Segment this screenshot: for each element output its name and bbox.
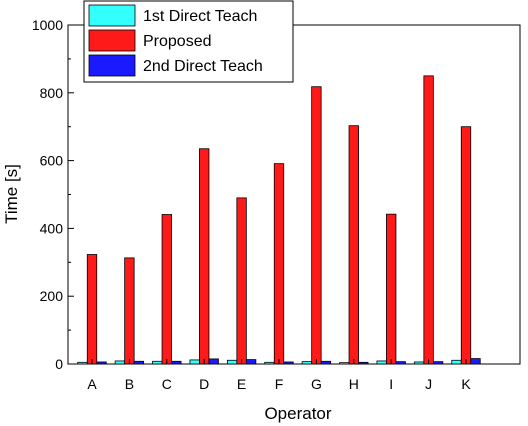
bar-1st-direct-teach-i [376,360,387,365]
bar-1st-direct-teach-j [413,361,425,365]
bar-proposed-d [199,148,210,365]
bar-2nd-direct-teach-g [320,360,332,365]
x-tick-label: E [237,376,246,392]
bar-2nd-direct-teach-e [245,359,257,365]
bar-1st-direct-teach-k [451,359,462,365]
bar-1st-direct-teach-d [189,359,200,365]
legend-label: Proposed [143,33,212,50]
bar-1st-direct-teach-b [114,360,126,365]
x-tick-label: K [461,376,471,392]
bar-2nd-direct-teach-d [208,358,219,365]
legend-swatch [88,29,136,52]
bar-2nd-direct-teach-b [133,360,145,365]
bar-1st-direct-teach-g [301,361,313,365]
x-axis: A B C D E F G H I J K [87,359,471,392]
y-tick-label: 600 [40,153,64,169]
legend-label: 2nd Direct Teach [143,58,263,75]
legend-label: 1st Direct Teach [143,8,257,25]
bar-2nd-direct-teach-h [358,361,369,365]
y-tick-label: 1000 [32,17,63,33]
bar-1st-direct-teach-c [152,360,163,365]
bar-proposed-h [348,125,359,365]
x-tick-label: I [389,376,393,392]
legend-swatch [88,4,136,27]
x-tick-label: H [349,376,359,392]
bar-proposed-g [311,86,322,365]
bar-1st-direct-teach-f [264,361,275,365]
y-tick-label: 800 [40,85,64,101]
x-tick-label: J [425,376,432,392]
x-tick-label: G [311,376,322,392]
x-tick-label: A [87,376,97,392]
bar-proposed-a [86,254,98,365]
bar-2nd-direct-teach-j [432,361,444,365]
bar-proposed-i [386,213,397,365]
bar-proposed-f [273,163,285,365]
bar-1st-direct-teach-e [226,359,238,365]
bar-proposed-e [236,197,247,365]
y-axis: 0 200 400 600 800 1000 [32,17,74,372]
y-tick-label: 200 [40,288,64,304]
x-axis-title: Operator [264,404,331,423]
bar-2nd-direct-teach-f [283,361,294,365]
y-tick-label: 0 [55,356,63,372]
legend-swatch [88,54,136,77]
bar-proposed-b [124,257,135,365]
x-tick-label: C [162,376,172,392]
bar-proposed-c [161,214,172,365]
bar-2nd-direct-teach-i [395,361,406,365]
bar-1st-direct-teach-h [339,362,350,365]
bar-2nd-direct-teach-k [470,358,481,365]
x-tick-label: F [275,376,284,392]
x-tick-label: B [125,376,134,392]
y-tick-label: 400 [40,220,64,236]
legend: 1st Direct Teach Proposed 2nd Direct Teach [83,0,294,83]
bar-2nd-direct-teach-c [171,360,182,365]
bars-group [77,75,481,365]
y-axis-title: Time [s] [2,164,21,224]
bar-2nd-direct-teach-a [96,361,107,365]
bar-proposed-j [423,75,434,365]
bar-proposed-k [460,126,472,365]
x-tick-label: D [199,376,209,392]
bar-1st-direct-teach-a [77,361,88,365]
